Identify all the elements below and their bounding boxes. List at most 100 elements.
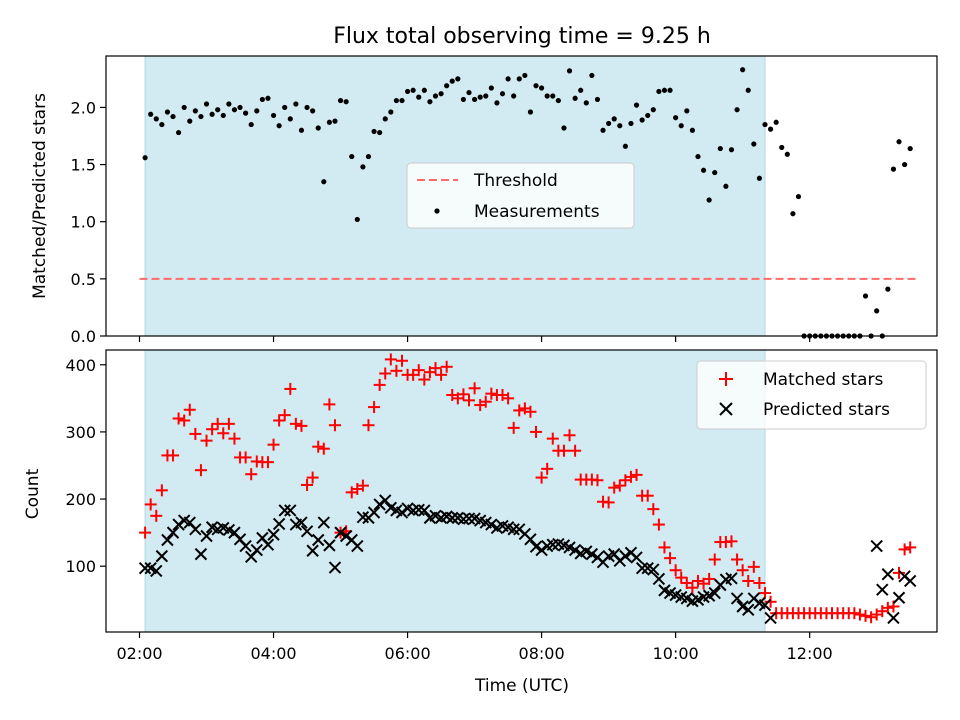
matched-star-point [301,478,314,491]
predicted-star-point [339,529,353,543]
measurement-point [779,144,785,151]
measurement-point [471,96,478,103]
matched-star-point [624,470,637,483]
measurement-point [270,112,277,119]
predicted-star-point [200,529,213,543]
measurement-point [790,211,796,217]
measurement-point [393,97,400,104]
predicted-star-point [300,525,314,538]
x-tick-label: 12:00 [787,644,833,663]
predicted-stars-points [138,494,917,625]
matched-star-point [758,587,771,600]
measurement-point [421,87,427,93]
ratio-legend: Threshold Measurements [406,162,635,229]
ratio-x-ticks [138,336,811,342]
predicted-star-point [764,611,777,625]
predicted-star-point [524,533,537,546]
matched-star-point [898,543,911,556]
measurement-point [332,118,338,124]
matched-star-point [658,541,671,554]
measurement-point [477,94,483,100]
measurement-point [427,99,433,105]
measurement-point [633,102,640,108]
measurement-point [337,97,344,104]
measurement-point [399,97,405,104]
measurement-point [142,155,148,161]
measurement-point [410,87,416,93]
measurement-point [907,145,913,152]
measurement-point [153,116,159,122]
matched-star-point [323,398,336,411]
matched-star-point [652,518,665,531]
matched-star-point [865,611,878,624]
measurement-point [706,197,712,203]
matched-star-point [463,394,476,407]
measurement-point [494,100,500,106]
matched-star-point [541,462,554,475]
matched-star-point [647,503,660,516]
predicted-star-point [635,562,649,575]
matched-star-point [356,479,369,492]
predicted-star-point [306,544,319,557]
predicted-star-point [138,562,152,575]
matched-star-point [736,564,749,577]
predicted-star-point [189,523,202,536]
predicted-star-point [328,561,342,574]
measurement-point [583,100,589,106]
matched-star-point [395,354,408,367]
measurement-point [321,179,327,185]
y-tick-label: 100 [65,557,96,576]
matched-star-point [742,574,755,587]
matched-star-point [368,401,381,414]
measurement-point [544,93,550,99]
measurement-point [578,87,584,93]
measurement-point [298,127,305,133]
predicted-star-point [379,494,392,507]
measurement-point [862,293,869,299]
x-tick-label: 06:00 [385,644,431,663]
matched-star-point [457,388,470,401]
measurement-point [404,88,411,95]
predicted-star-point [284,504,297,517]
measurement-point [276,123,282,129]
x-tick-label: 02:00 [116,644,162,663]
matched-star-point [904,541,917,554]
predicted-star-point [647,563,660,576]
x-axis-label: Time (UTC) [474,676,569,696]
matched-star-point [764,595,777,608]
measurement-point [622,143,628,149]
measurement-point [349,153,355,160]
matched-star-point [502,392,515,405]
measurement-point [265,95,271,101]
measurement-point [505,76,511,82]
measurement-point [751,141,757,147]
measurement-point [304,104,310,111]
matched-star-point [725,535,738,548]
predicted-star-point [730,592,744,605]
matched-star-point [273,414,286,427]
x-tick-label: 10:00 [653,644,699,663]
counts-legend: Matched stars Predicted stars [696,360,927,430]
measurement-point [885,286,891,292]
measurement-point [589,72,595,79]
measurement-point [533,83,539,89]
measurement-point [650,107,656,113]
measurement-point [767,126,774,132]
matched-star-point [200,434,213,447]
matched-star-point [602,496,615,509]
measurement-point [661,87,668,93]
measurement-points [142,67,913,339]
measurement-point [460,96,467,103]
matched-star-point [418,373,431,386]
matched-star-point [150,509,163,522]
x-tick-label: 04:00 [250,644,296,663]
measurement-point [695,153,701,160]
matched-star-point [194,464,207,477]
matched-star-point [206,423,219,436]
matched-star-point [530,425,543,438]
predicted-star-point [881,568,895,581]
measurement-point [628,120,634,127]
matched-star-point [429,362,442,375]
measurement-point [734,107,740,113]
